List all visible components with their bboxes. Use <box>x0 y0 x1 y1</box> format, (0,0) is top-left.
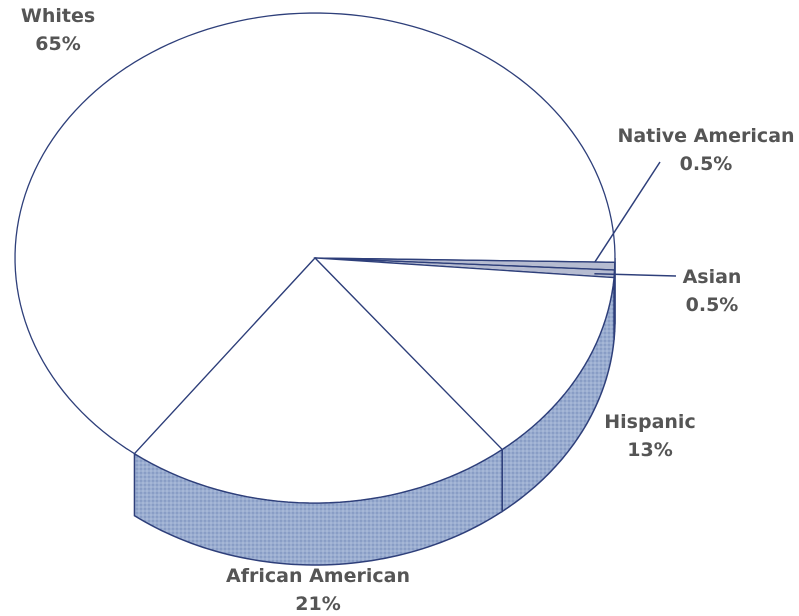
slice-african-american <box>133 257 504 504</box>
label-african-american: African American <box>226 565 410 587</box>
leader-asian <box>594 273 677 277</box>
leader-lines <box>594 161 677 277</box>
pie-top-slices <box>14 12 616 504</box>
slice-whites <box>14 12 616 455</box>
label-native-american: Native American <box>617 125 794 147</box>
label-whites: Whites <box>21 5 95 27</box>
value-label-asian: 0.5% <box>686 294 739 316</box>
value-label-whites: 65% <box>35 33 80 55</box>
slice-hispanic <box>313 257 615 451</box>
leader-native-american <box>594 161 661 263</box>
label-hispanic: Hispanic <box>604 411 695 433</box>
value-label-african-american: 21% <box>295 593 340 615</box>
label-asian: Asian <box>683 266 742 288</box>
slice-labels: Whites 65% Native American 0.5% Asian 0.5% His… <box>21 5 795 615</box>
value-label-hispanic: 13% <box>627 439 672 461</box>
value-label-native-american: 0.5% <box>680 153 733 175</box>
